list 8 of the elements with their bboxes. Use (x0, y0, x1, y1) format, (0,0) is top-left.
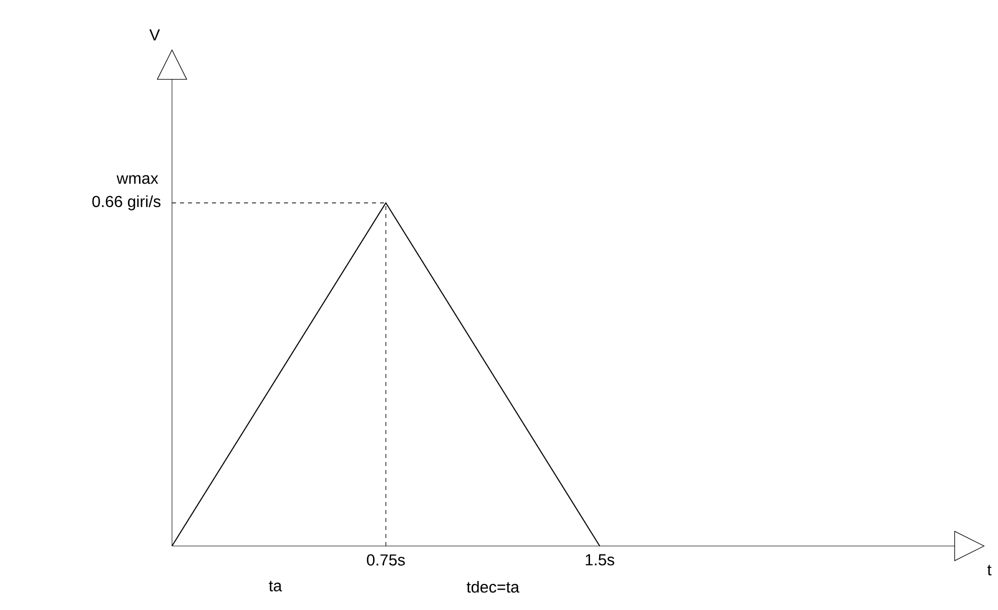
x-tick-label: 0.75s (366, 554, 405, 566)
text: tdec=ta (466, 580, 520, 593)
text: ta (268, 580, 282, 592)
text: 0.66 giri/s (92, 195, 160, 210)
x-tick-label: 1.5s (586, 554, 614, 566)
text: V (149, 29, 160, 40)
text: wmax (116, 175, 158, 184)
x-axis-title: t (987, 564, 992, 576)
